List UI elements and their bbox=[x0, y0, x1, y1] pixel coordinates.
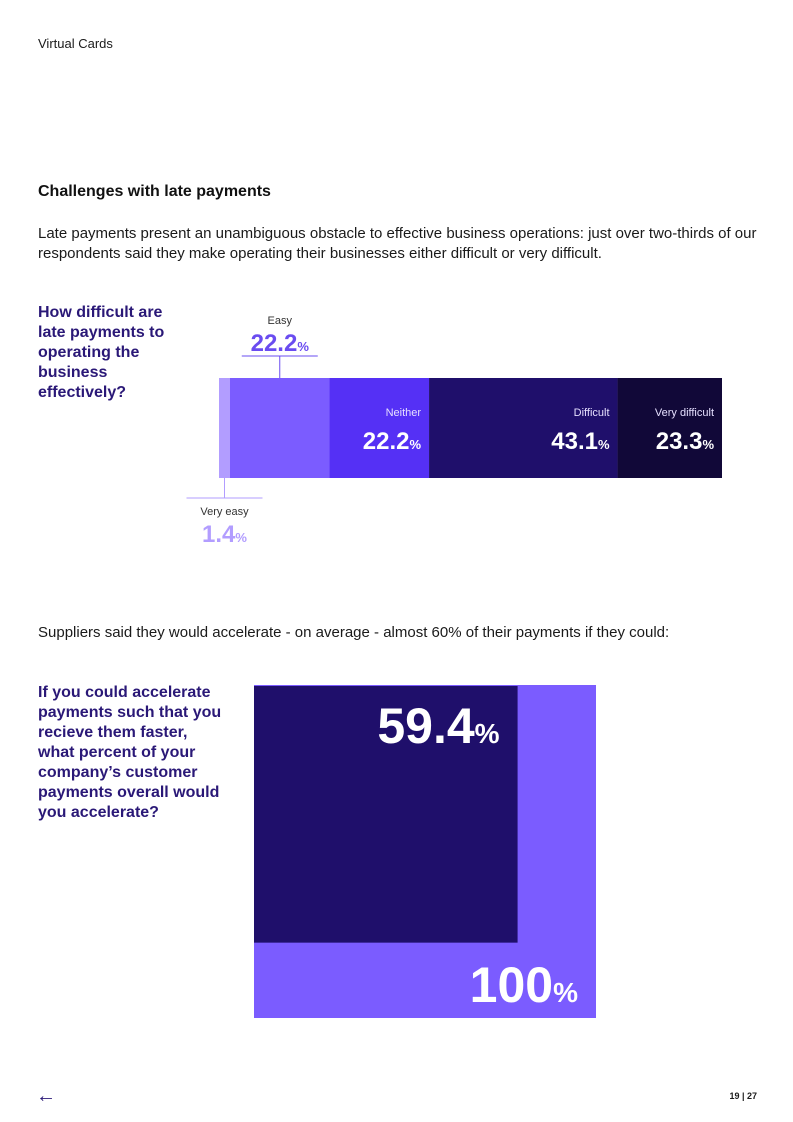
value-label-difficult: 43.1% bbox=[551, 428, 610, 455]
value-label-total: 100% bbox=[470, 957, 578, 1013]
chart1-question: How difficult are late payments to opera… bbox=[38, 304, 165, 401]
value-label-neither: 22.2% bbox=[363, 428, 422, 455]
category-label-easy: Easy bbox=[268, 315, 293, 327]
difficulty-stacked-bar-chart: Neither 22.2% Difficult 43.1% Very difficult… bbox=[186, 315, 722, 548]
acceleration-intro-text: Suppliers said they would accelerate - o… bbox=[38, 624, 670, 641]
acceleration-area-chart: 59.4% 100% bbox=[254, 685, 596, 1018]
chart2-question: If you could accelerate payments such th… bbox=[38, 684, 222, 821]
bar-segment-difficult bbox=[429, 378, 618, 478]
value-label-accelerated: 59.4% bbox=[377, 698, 499, 754]
value-label-very-difficult: 23.3% bbox=[656, 428, 715, 455]
bar-segment-very-easy bbox=[219, 378, 230, 478]
category-label-very-difficult: Very difficult bbox=[655, 407, 714, 419]
area-accelerated bbox=[254, 686, 518, 943]
page-number: 19 | 27 bbox=[729, 1091, 757, 1101]
bar-segment-neither bbox=[329, 378, 430, 478]
bar-segment-very-difficult bbox=[617, 378, 722, 478]
intro-paragraph: Late payments present an unambiguous obs… bbox=[38, 225, 757, 262]
category-label-very-easy: Very easy bbox=[200, 506, 249, 518]
value-label-easy: 22.2% bbox=[251, 330, 310, 357]
arrow-left-icon[interactable]: ← bbox=[36, 1085, 56, 1107]
value-label-very-easy: 1.4% bbox=[202, 521, 247, 548]
bar-segment-easy bbox=[230, 378, 330, 478]
category-label-difficult: Difficult bbox=[574, 407, 610, 419]
category-label-neither: Neither bbox=[386, 407, 422, 419]
document-header-title: Virtual Cards bbox=[38, 36, 113, 51]
section-heading: Challenges with late payments bbox=[38, 183, 271, 200]
